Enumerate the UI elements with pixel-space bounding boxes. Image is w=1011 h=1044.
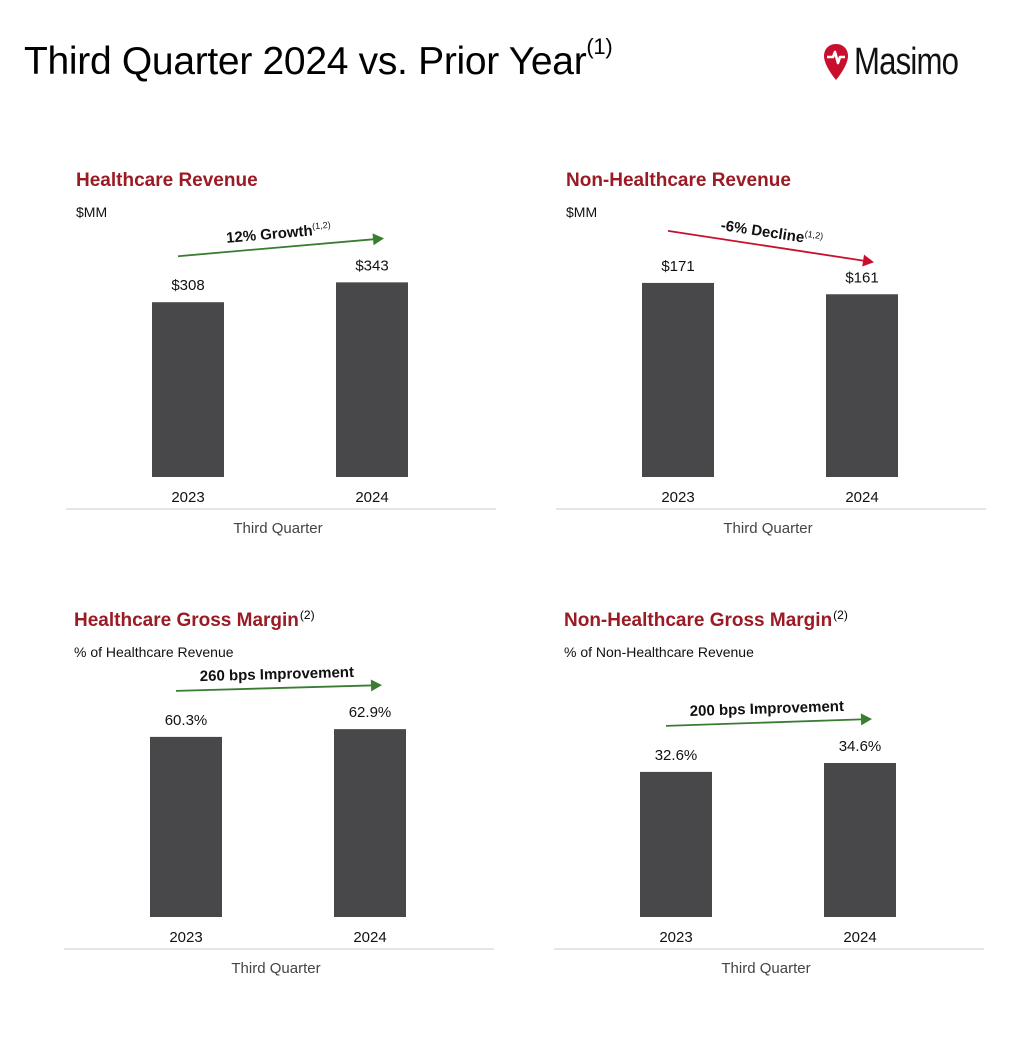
category-label-2023: 2023 bbox=[661, 489, 694, 506]
trend-annotation: -6% Decline(1,2) bbox=[720, 216, 824, 249]
trend-arrowhead bbox=[862, 254, 874, 267]
trend-annotation-text: 200 bps Improvement bbox=[689, 698, 844, 720]
panel-title-sup: (2) bbox=[299, 608, 315, 622]
trend-annotation: 260 bps Improvement bbox=[200, 664, 355, 685]
value-label-2024: $343 bbox=[355, 257, 388, 274]
category-label-2023: 2023 bbox=[171, 489, 204, 506]
panel-title-text: Healthcare Revenue bbox=[76, 170, 258, 191]
trend-arrow-line bbox=[667, 230, 864, 262]
bar-2023 bbox=[150, 736, 222, 917]
non-healthcare-revenue-panel: Non-Healthcare Revenue $MM $171 2023 $161 2… bbox=[556, 170, 1006, 550]
value-label-2023: $171 bbox=[661, 258, 694, 275]
healthcare-revenue-panel: Healthcare Revenue $MM $308 2023 $343 2024 T… bbox=[66, 170, 516, 550]
non-healthcare-gross-margin-panel: Non-Healthcare Gross Margin(2) % of Non-… bbox=[554, 608, 1004, 990]
x-axis-title: Third Quarter bbox=[233, 520, 322, 537]
bar-2023 bbox=[152, 302, 224, 477]
masimo-logo: Masimo bbox=[822, 36, 981, 88]
x-axis-title: Third Quarter bbox=[721, 960, 810, 977]
category-label-2024: 2024 bbox=[845, 489, 878, 506]
bar-2024 bbox=[824, 762, 896, 917]
panel-title: Non-Healthcare Gross Margin(2) bbox=[564, 608, 848, 632]
trend-arrow-line bbox=[665, 718, 862, 727]
panel-subtitle: % of Non-Healthcare Revenue bbox=[564, 644, 754, 660]
panel-title: Healthcare Gross Margin(2) bbox=[74, 608, 315, 632]
category-label-2024: 2024 bbox=[843, 929, 876, 946]
trend-arrow-line bbox=[177, 238, 374, 258]
bar-2024 bbox=[336, 282, 408, 477]
panel-title-text: Healthcare Gross Margin bbox=[74, 610, 299, 631]
masimo-logo-icon bbox=[823, 44, 848, 80]
panel-subtitle: $MM bbox=[566, 204, 598, 220]
trend-arrowhead bbox=[860, 713, 872, 726]
trend-annotation: 12% Growth(1,2) bbox=[225, 220, 331, 247]
category-label-2024: 2024 bbox=[355, 489, 388, 506]
trend-arrow-line bbox=[175, 684, 372, 692]
slide-title-footnote: (1) bbox=[586, 34, 613, 59]
trend-annotation-sup: (1,2) bbox=[312, 220, 331, 232]
bar-2023 bbox=[640, 771, 712, 917]
healthcare-revenue-chart: $308 2023 $343 2024 Third Quarter 12% Growth(… bbox=[66, 220, 496, 537]
trend-annotation-text: 260 bps Improvement bbox=[200, 664, 355, 685]
value-label-2023: 32.6% bbox=[655, 747, 698, 764]
panel-subtitle: % of Healthcare Revenue bbox=[74, 644, 234, 660]
bar-2024 bbox=[334, 729, 406, 917]
slide-title: Third Quarter 2024 vs. Prior Year(1) bbox=[24, 34, 613, 84]
value-label-2023: $308 bbox=[171, 277, 204, 294]
panel-title-text: Non-Healthcare Gross Margin bbox=[564, 610, 833, 631]
trend-annotation-sup: (1,2) bbox=[804, 229, 824, 242]
trend-annotation-text: -6% Decline bbox=[720, 217, 806, 246]
panel-title: Non-Healthcare Revenue bbox=[566, 170, 792, 192]
healthcare-gross-margin-chart: 60.3% 2023 62.9% 2024 Third Quarter 260 bps I… bbox=[64, 664, 494, 977]
panel-title: Healthcare Revenue bbox=[76, 170, 259, 192]
trend-arrowhead bbox=[370, 679, 382, 692]
value-label-2024: 34.6% bbox=[839, 738, 882, 755]
slide-title-text: Third Quarter 2024 vs. Prior Year bbox=[24, 40, 587, 83]
healthcare-gross-margin-panel: Healthcare Gross Margin(2) % of Healthca… bbox=[64, 608, 514, 990]
category-label-2023: 2023 bbox=[169, 929, 202, 946]
trend-arrowhead bbox=[372, 233, 384, 246]
x-axis-title: Third Quarter bbox=[723, 520, 812, 537]
trend-annotation-text: 12% Growth bbox=[225, 222, 313, 246]
non-healthcare-gross-margin-chart: 32.6% 2023 34.6% 2024 Third Quarter 200 bps I… bbox=[554, 698, 984, 977]
panel-subtitle: $MM bbox=[76, 204, 108, 220]
panel-title-text: Non-Healthcare Revenue bbox=[566, 170, 791, 191]
category-label-2023: 2023 bbox=[659, 929, 692, 946]
category-label-2024: 2024 bbox=[353, 929, 386, 946]
panel-title-sup: (2) bbox=[833, 608, 848, 622]
logo-text: Masimo bbox=[853, 40, 959, 83]
value-label-2024: 62.9% bbox=[349, 704, 392, 721]
value-label-2023: 60.3% bbox=[165, 712, 208, 729]
trend-annotation: 200 bps Improvement bbox=[689, 698, 844, 720]
value-label-2024: $161 bbox=[845, 269, 878, 286]
non-healthcare-revenue-chart: $171 2023 $161 2024 Third Quarter -6% Decline… bbox=[556, 216, 986, 537]
bar-2024 bbox=[826, 294, 898, 477]
bar-2023 bbox=[642, 282, 714, 477]
x-axis-title: Third Quarter bbox=[231, 960, 320, 977]
